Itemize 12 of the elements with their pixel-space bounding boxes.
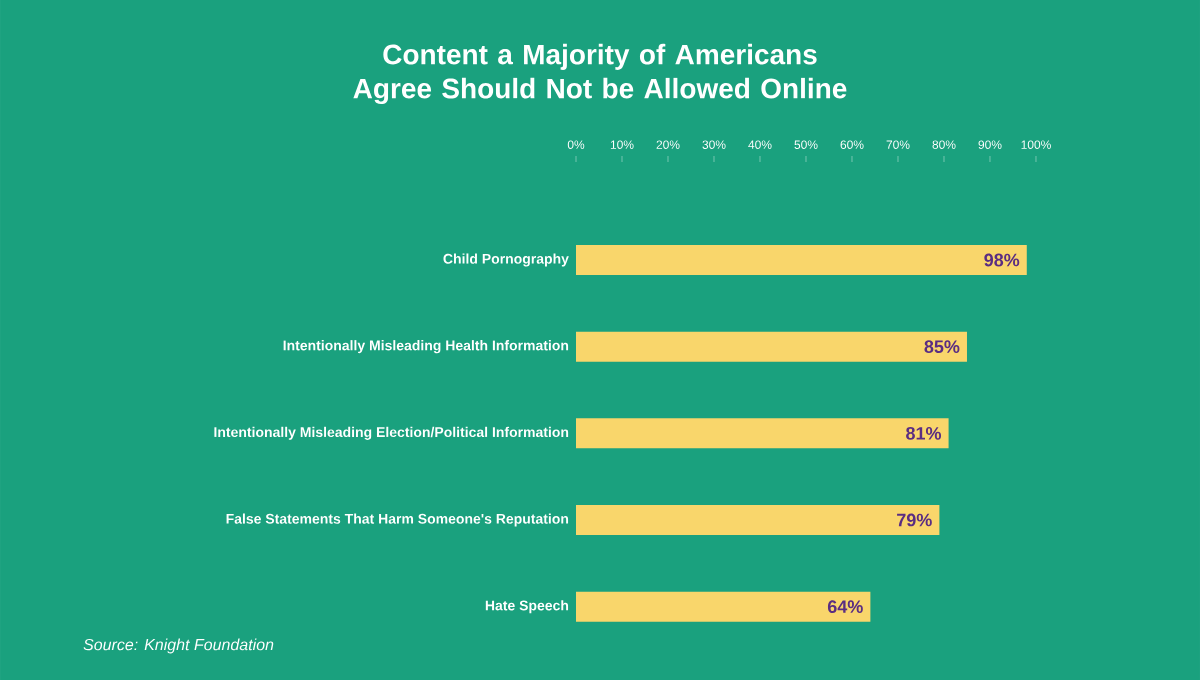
bar bbox=[576, 504, 940, 535]
bar bbox=[576, 591, 871, 622]
bar bbox=[576, 331, 967, 362]
data-label: 79% bbox=[897, 513, 932, 527]
data-label: 85% bbox=[924, 340, 960, 354]
data-label: 81% bbox=[906, 426, 942, 440]
bar bbox=[576, 245, 1027, 275]
bar bbox=[576, 418, 949, 449]
text: Source: Knight Foundation bbox=[83, 638, 274, 654]
data-label: 64% bbox=[827, 600, 863, 614]
chart-title: Content a Majority of Americans Agree Should Not be Allowed Online bbox=[353, 43, 847, 105]
data-label: 98% bbox=[984, 253, 1020, 267]
